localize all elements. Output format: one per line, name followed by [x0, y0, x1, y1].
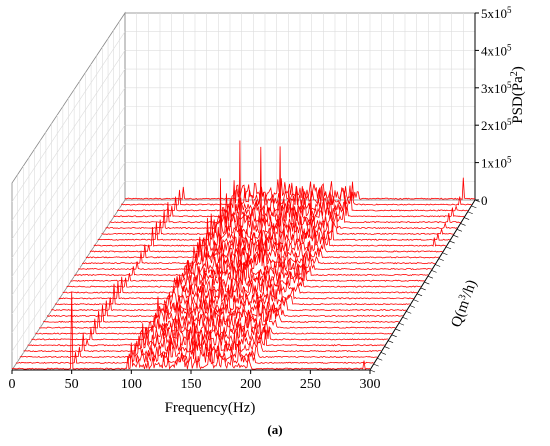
series-line-5 [27, 324, 385, 347]
q-tick-mark [420, 287, 426, 291]
series-line-6 [31, 322, 389, 341]
series-line-17 [74, 254, 429, 277]
x-tick-label: 150 [181, 377, 202, 392]
series-line-25 [105, 206, 458, 230]
q-tick-mark [413, 299, 419, 302]
q-tick-mark [424, 281, 430, 285]
q-tick-mark [435, 264, 441, 267]
z-axis-label-end: ) [510, 66, 526, 71]
series-line-13 [58, 272, 414, 300]
q-tick-mark [369, 369, 376, 373]
q-tick-mark [442, 252, 448, 256]
z-axis-label-base: PSD(Pa [510, 76, 526, 124]
left-grid-h [11, 162, 126, 333]
series-line-23 [97, 219, 450, 241]
series-line-4 [23, 323, 381, 353]
x-tick-label: 0 [9, 377, 16, 392]
series-line-30 [124, 177, 476, 200]
q-tick-mark [384, 346, 390, 349]
series-line-9 [43, 302, 400, 323]
left-grid-h [11, 50, 126, 221]
q-axis-label-sup: 3 [457, 293, 469, 301]
q-tick-mark [380, 352, 386, 355]
figure-caption: (a) [267, 422, 282, 437]
series-line-8 [39, 296, 396, 329]
q-tick-mark [398, 322, 405, 326]
q-axis-label: Q(m3/h) [447, 277, 480, 329]
series-line-27 [113, 190, 465, 218]
q-tick-mark [456, 229, 463, 232]
z-tick-label: 5x105 [481, 5, 512, 21]
q-tick-mark [453, 234, 459, 238]
left-grid-h [11, 87, 126, 258]
q-tick-mark [431, 270, 437, 273]
z-tick-label: 1x105 [481, 155, 512, 171]
q-tick-mark [373, 363, 379, 367]
left-grid-h [11, 31, 126, 202]
z-axis-label-sup: 2 [509, 71, 520, 76]
q-tick-mark [409, 305, 415, 308]
q-tick-mark [395, 328, 401, 332]
left-grid-h [11, 125, 126, 296]
q-tick-mark [474, 199, 481, 203]
z-tick-label: 4x105 [481, 42, 512, 58]
z-tick-label: 0 [481, 193, 488, 208]
series-line-2 [15, 322, 374, 364]
series-line-11 [50, 284, 407, 312]
series-line-14 [62, 140, 418, 294]
q-tick-mark [449, 240, 455, 244]
series-line-15 [66, 262, 421, 288]
q-tick-mark [377, 357, 383, 361]
series-line-1 [11, 291, 371, 370]
q-axis-line [369, 199, 476, 371]
x-axis-label: Frequency(Hz) [165, 400, 256, 416]
z-tick-label: 2x105 [481, 117, 512, 133]
q-tick-mark [427, 275, 434, 279]
q-tick-mark [460, 223, 466, 226]
series-line-20 [85, 146, 439, 260]
series-line-22 [93, 190, 447, 248]
q-tick-mark [438, 258, 444, 261]
left-grid-h [11, 181, 126, 352]
series-line-7 [35, 314, 392, 336]
series-line-21 [89, 217, 443, 254]
x-tick-label: 300 [360, 377, 381, 392]
q-tick-mark [445, 246, 452, 250]
x-tick-label: 50 [65, 377, 79, 392]
x-tick-label: 100 [121, 377, 142, 392]
q-tick-mark [471, 205, 477, 209]
z-axis-label: PSD(Pa2) [509, 66, 526, 124]
series-line-19 [81, 236, 436, 265]
series-line-10 [46, 295, 403, 318]
x-tick-label: 200 [240, 377, 261, 392]
x-tick-label: 250 [300, 377, 321, 392]
series-line-24 [101, 214, 454, 235]
box-walls [11, 11, 476, 372]
q-tick-mark [391, 334, 397, 338]
series-line-26 [109, 193, 461, 224]
z-tick-label: 3x105 [481, 80, 512, 96]
series-line-3 [19, 335, 378, 359]
q-tick-mark [464, 217, 470, 220]
q-tick-mark [402, 316, 408, 320]
axis-ticks: 0 50 100 150 200 250 300 0 1x105 2x105 3x105 4x105 5… [9, 5, 513, 392]
series-lines [11, 140, 476, 370]
series-line-12 [54, 178, 410, 306]
q-tick-mark [467, 211, 473, 215]
q-axis-label-end: /h) [459, 278, 480, 299]
q-tick-mark [416, 293, 423, 297]
series-line-16 [70, 253, 425, 282]
q-axis-label-base: Q(m [448, 298, 473, 330]
left-grid-h [11, 143, 126, 315]
left-grid-h [11, 68, 126, 240]
q-tick-mark [387, 340, 394, 343]
series-line-18 [78, 146, 432, 271]
series-line-29 [121, 184, 472, 206]
left-grid-h [11, 106, 126, 277]
series-line-28 [116, 180, 468, 213]
q-tick-mark [406, 311, 412, 314]
